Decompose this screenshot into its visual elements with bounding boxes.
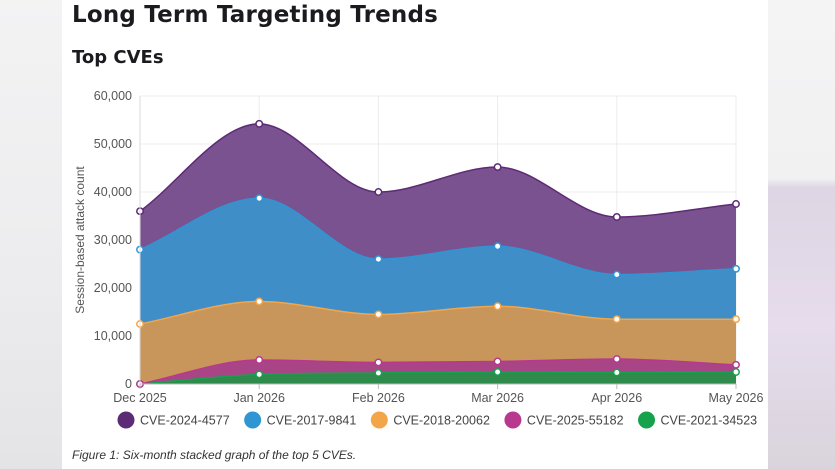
x-tick-label: Apr 2026	[591, 391, 642, 405]
y-tick-label: 0	[125, 377, 132, 391]
line-cve-2018-20062	[139, 300, 736, 325]
point-cve-2018-20062[interactable]	[255, 297, 264, 306]
point-cve-2024-4577[interactable]	[612, 213, 621, 221]
point-cve-2025-55182[interactable]	[612, 355, 621, 363]
y-tick-label: 30,000	[94, 233, 132, 247]
point-cve-2021-34523[interactable]	[612, 368, 621, 377]
x-tick-label: Feb 2026	[352, 391, 405, 405]
x-tick-label: Mar 2026	[471, 391, 524, 405]
x-tick-label: Jan 2026	[233, 391, 284, 405]
point-cve-2018-20062[interactable]	[732, 315, 740, 324]
legend-label: CVE-2017-9841	[267, 414, 357, 428]
legend: CVE-2024-4577 CVE-2017-9841 CVE-2018-20062…	[117, 411, 758, 429]
point-cve-2024-4577[interactable]	[374, 188, 383, 196]
areas	[140, 123, 736, 384]
background-right	[768, 0, 835, 469]
section-title: Top CVEs	[72, 47, 164, 68]
legend-swatch	[244, 411, 262, 429]
point-cve-2025-55182[interactable]	[732, 360, 740, 369]
point-cve-2024-4577[interactable]	[493, 163, 502, 171]
stacked-area-chart: 0 10,000 20,000 30,000 40,000 50,000 60,000 Dec…	[73, 89, 763, 429]
y-tick-label: 50,000	[94, 137, 132, 151]
point-cve-2024-4577[interactable]	[732, 200, 740, 208]
y-tick-label: 10,000	[94, 329, 132, 343]
area-cve-2017-9841	[140, 198, 736, 324]
point-cve-2018-20062[interactable]	[493, 302, 502, 311]
y-axis-title: Session-based attack count	[73, 166, 87, 314]
legend-item-cve-2017-9841[interactable]: CVE-2017-9841	[244, 411, 357, 429]
legend-label: CVE-2024-4577	[140, 414, 230, 428]
legend-label: CVE-2021-34523	[661, 414, 758, 428]
point-cve-2021-34523[interactable]	[732, 368, 740, 376]
point-cve-2017-9841[interactable]	[612, 270, 621, 279]
legend-swatch	[117, 411, 135, 429]
point-cve-2025-55182[interactable]	[493, 357, 502, 366]
point-cve-2017-9841[interactable]	[732, 264, 740, 273]
background-left	[0, 0, 70, 469]
legend-swatch	[504, 411, 522, 429]
point-cve-2021-34523[interactable]	[493, 368, 502, 376]
article-panel: Long Term Targeting Trends Top CVEs 0 10,…	[62, 0, 768, 469]
line-cve-2021-34523	[139, 371, 737, 385]
y-tick-label: 20,000	[94, 281, 132, 295]
area-cve-2024-4577	[140, 123, 736, 275]
axes: 0 10,000 20,000 30,000 40,000 50,000 60,000 Dec…	[73, 89, 763, 405]
legend-item-cve-2018-20062[interactable]: CVE-2018-20062	[370, 411, 490, 429]
figure-caption: Figure 1: Six-month stacked graph of the…	[72, 448, 357, 462]
point-cve-2025-55182[interactable]	[374, 358, 383, 367]
line-cve-2025-55182	[139, 358, 737, 385]
point-cve-2024-4577[interactable]	[255, 119, 264, 128]
y-tick-label: 40,000	[94, 185, 132, 199]
legend-swatch	[638, 411, 656, 429]
point-cve-2017-9841[interactable]	[255, 194, 264, 203]
legend-item-cve-2025-55182[interactable]: CVE-2025-55182	[504, 411, 624, 429]
area-cve-2025-55182	[140, 359, 736, 384]
point-cve-2018-20062[interactable]	[612, 315, 621, 324]
legend-swatch	[370, 411, 388, 429]
area-cve-2021-34523	[140, 372, 736, 384]
x-tick-label: Dec 2025	[113, 391, 167, 405]
point-cve-2021-34523[interactable]	[255, 370, 264, 379]
legend-label: CVE-2018-20062	[393, 414, 490, 428]
legend-label: CVE-2025-55182	[527, 414, 624, 428]
point-cve-2017-9841[interactable]	[374, 255, 383, 264]
page-title: Long Term Targeting Trends	[72, 2, 439, 28]
legend-item-cve-2024-4577[interactable]: CVE-2024-4577	[117, 411, 230, 429]
point-cve-2017-9841[interactable]	[493, 242, 502, 251]
x-tick-label: May 2026	[709, 391, 764, 405]
point-cve-2025-55182[interactable]	[255, 356, 264, 364]
point-cve-2021-34523[interactable]	[374, 369, 383, 377]
legend-item-cve-2021-34523[interactable]: CVE-2021-34523	[638, 411, 758, 429]
y-tick-label: 60,000	[94, 89, 132, 103]
point-cve-2018-20062[interactable]	[374, 310, 383, 319]
area-cve-2018-20062	[140, 301, 736, 384]
